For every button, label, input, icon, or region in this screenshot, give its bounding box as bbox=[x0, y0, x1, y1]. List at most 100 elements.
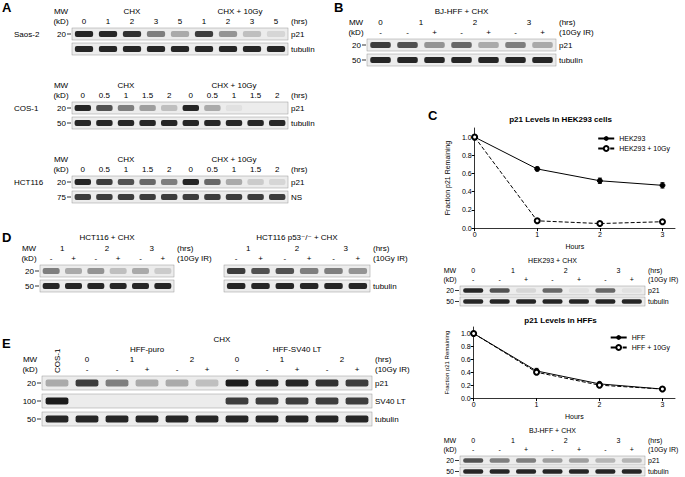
svg-text:0.4: 0.4 bbox=[462, 188, 472, 195]
svg-text:1: 1 bbox=[106, 17, 111, 26]
svg-text:+: + bbox=[355, 254, 360, 263]
svg-text:(kD): (kD) bbox=[443, 276, 456, 284]
svg-text:+: + bbox=[524, 276, 528, 283]
svg-text:-: - bbox=[379, 28, 382, 37]
svg-text:p21 Levels in HFFs: p21 Levels in HFFs bbox=[524, 316, 597, 325]
svg-text:-: - bbox=[283, 254, 286, 263]
svg-text:0.5: 0.5 bbox=[99, 91, 111, 100]
svg-text:Hours: Hours bbox=[565, 243, 584, 250]
svg-text:0.5: 0.5 bbox=[207, 91, 219, 100]
svg-text:1: 1 bbox=[232, 91, 237, 100]
svg-text:0.6: 0.6 bbox=[461, 356, 471, 363]
svg-text:-: - bbox=[139, 254, 142, 263]
svg-text:CHX: CHX bbox=[124, 7, 142, 16]
svg-text:3: 3 bbox=[527, 18, 532, 27]
svg-text:-: - bbox=[498, 446, 501, 453]
svg-text:BJ-HFF + CHX: BJ-HFF + CHX bbox=[435, 7, 489, 16]
svg-text:HFF: HFF bbox=[632, 334, 646, 341]
svg-text:20: 20 bbox=[352, 41, 361, 50]
svg-text:20: 20 bbox=[57, 104, 66, 113]
svg-text:3: 3 bbox=[617, 437, 621, 444]
svg-text:2: 2 bbox=[295, 244, 300, 253]
svg-text:D: D bbox=[2, 230, 11, 245]
svg-text:0: 0 bbox=[378, 18, 383, 27]
svg-text:0: 0 bbox=[471, 267, 475, 274]
svg-text:1: 1 bbox=[535, 401, 539, 408]
svg-text:(hrs): (hrs) bbox=[291, 91, 308, 100]
svg-text:3: 3 bbox=[660, 401, 664, 408]
svg-text:3: 3 bbox=[617, 267, 621, 274]
svg-text:50: 50 bbox=[27, 415, 36, 424]
svg-text:-: - bbox=[604, 276, 607, 283]
svg-text:p21: p21 bbox=[291, 178, 305, 187]
svg-text:HFF-puro: HFF-puro bbox=[130, 345, 165, 354]
svg-text:+: + bbox=[577, 276, 581, 283]
svg-text:50: 50 bbox=[352, 56, 361, 65]
svg-text:(kD): (kD) bbox=[348, 28, 363, 37]
svg-text:1: 1 bbox=[511, 437, 515, 444]
svg-text:0: 0 bbox=[235, 355, 240, 364]
svg-text:CHX: CHX bbox=[118, 81, 136, 90]
svg-text:HCT116: HCT116 bbox=[14, 178, 44, 187]
svg-text:0: 0 bbox=[471, 437, 475, 444]
svg-text:1.5: 1.5 bbox=[250, 91, 262, 100]
svg-text:-: - bbox=[460, 28, 463, 37]
svg-text:1: 1 bbox=[419, 18, 424, 27]
svg-text:p21: p21 bbox=[559, 41, 573, 50]
svg-text:p21: p21 bbox=[291, 104, 305, 113]
svg-text:(kD): (kD) bbox=[53, 17, 68, 26]
svg-text:Fraction p21 Remaining: Fraction p21 Remaining bbox=[444, 141, 452, 215]
svg-text:2: 2 bbox=[598, 231, 602, 238]
svg-text:2: 2 bbox=[275, 91, 280, 100]
svg-text:(10Gy IR): (10Gy IR) bbox=[375, 365, 410, 374]
svg-text:2: 2 bbox=[473, 18, 478, 27]
svg-text:+: + bbox=[577, 446, 581, 453]
svg-text:0.2: 0.2 bbox=[461, 382, 471, 389]
svg-text:(hrs): (hrs) bbox=[648, 437, 662, 445]
svg-text:+: + bbox=[630, 446, 634, 453]
svg-text:1: 1 bbox=[202, 17, 207, 26]
svg-text:0.8: 0.8 bbox=[461, 343, 471, 350]
svg-text:+: + bbox=[524, 446, 528, 453]
svg-text:1: 1 bbox=[232, 165, 237, 174]
svg-text:(10Gy IR): (10Gy IR) bbox=[177, 254, 212, 263]
svg-text:50: 50 bbox=[25, 282, 34, 291]
svg-text:0: 0 bbox=[81, 165, 86, 174]
svg-text:+: + bbox=[145, 365, 150, 374]
svg-text:2: 2 bbox=[598, 401, 602, 408]
svg-text:tubulin: tubulin bbox=[375, 415, 399, 424]
svg-text:(kD): (kD) bbox=[53, 165, 68, 174]
svg-text:tubulin: tubulin bbox=[373, 282, 397, 291]
svg-text:0: 0 bbox=[473, 231, 477, 238]
svg-text:MW: MW bbox=[54, 7, 69, 16]
svg-text:-: - bbox=[472, 446, 475, 453]
svg-text:1: 1 bbox=[535, 231, 539, 238]
svg-text:CHX + 10Gy: CHX + 10Gy bbox=[217, 7, 262, 16]
svg-text:3: 3 bbox=[661, 231, 665, 238]
svg-text:0: 0 bbox=[82, 17, 87, 26]
svg-text:+: + bbox=[307, 254, 312, 263]
svg-text:2: 2 bbox=[275, 165, 280, 174]
svg-text:0.4: 0.4 bbox=[461, 369, 471, 376]
svg-text:3: 3 bbox=[149, 244, 154, 253]
svg-text:3: 3 bbox=[154, 17, 159, 26]
svg-text:1: 1 bbox=[60, 244, 65, 253]
svg-text:(hrs): (hrs) bbox=[373, 244, 390, 253]
svg-text:1.0: 1.0 bbox=[462, 134, 472, 141]
svg-text:CHX + 10Gy: CHX + 10Gy bbox=[211, 155, 256, 164]
svg-text:C: C bbox=[428, 108, 438, 123]
svg-text:MW: MW bbox=[54, 155, 69, 164]
svg-text:-: - bbox=[472, 276, 475, 283]
svg-text:1: 1 bbox=[124, 165, 129, 174]
svg-text:HFF + 10Gy: HFF + 10Gy bbox=[632, 344, 671, 352]
svg-text:2: 2 bbox=[340, 355, 345, 364]
svg-text:0.6: 0.6 bbox=[462, 170, 472, 177]
svg-text:MW: MW bbox=[54, 81, 69, 90]
svg-text:20: 20 bbox=[25, 267, 34, 276]
svg-text:0.5: 0.5 bbox=[207, 165, 219, 174]
svg-text:+: + bbox=[355, 365, 360, 374]
svg-text:0.0: 0.0 bbox=[462, 225, 472, 232]
svg-text:COS-1: COS-1 bbox=[14, 104, 39, 113]
svg-text:tubulin: tubulin bbox=[291, 45, 315, 54]
svg-text:0: 0 bbox=[189, 91, 194, 100]
